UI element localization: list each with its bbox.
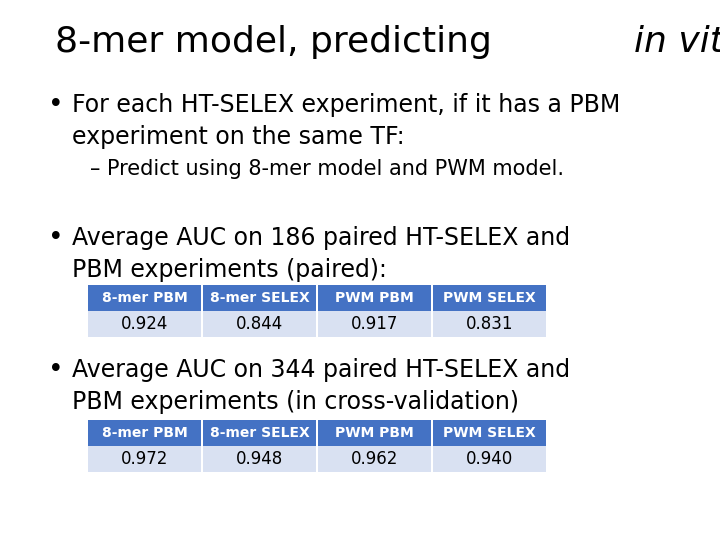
Bar <box>433 311 546 337</box>
Text: PWM PBM: PWM PBM <box>335 291 414 305</box>
Text: Average AUC on 186 paired HT-SELEX and: Average AUC on 186 paired HT-SELEX and <box>72 226 570 250</box>
Text: experiment on the same TF:: experiment on the same TF: <box>72 125 405 149</box>
Text: 8-mer PBM: 8-mer PBM <box>102 291 187 305</box>
Text: – Predict using 8-mer model and PWM model.: – Predict using 8-mer model and PWM mode… <box>90 159 564 179</box>
Text: 0.844: 0.844 <box>236 315 283 333</box>
Text: 0.962: 0.962 <box>351 450 398 468</box>
Text: 8-mer PBM: 8-mer PBM <box>102 426 187 440</box>
Text: 0.940: 0.940 <box>466 450 513 468</box>
Bar <box>318 311 431 337</box>
Text: in vitro: in vitro <box>634 25 720 59</box>
Bar <box>203 446 316 472</box>
Text: PWM SELEX: PWM SELEX <box>443 426 536 440</box>
Bar <box>203 311 316 337</box>
Text: 0.972: 0.972 <box>121 450 168 468</box>
Text: 0.924: 0.924 <box>121 315 168 333</box>
Text: •: • <box>48 357 63 383</box>
Text: 0.917: 0.917 <box>351 315 398 333</box>
Text: 8-mer SELEX: 8-mer SELEX <box>210 426 310 440</box>
Bar <box>203 420 316 446</box>
Text: Average AUC on 344 paired HT-SELEX and: Average AUC on 344 paired HT-SELEX and <box>72 358 570 382</box>
Text: For each HT-SELEX experiment, if it has a PBM: For each HT-SELEX experiment, if it has … <box>72 93 620 117</box>
Bar <box>318 285 431 311</box>
Bar <box>88 285 201 311</box>
Text: 0.831: 0.831 <box>466 315 513 333</box>
Text: •: • <box>48 92 63 118</box>
Bar <box>318 420 431 446</box>
Text: 0.948: 0.948 <box>236 450 283 468</box>
Text: 8-mer model, predicting: 8-mer model, predicting <box>55 25 503 59</box>
Text: PWM PBM: PWM PBM <box>335 426 414 440</box>
Bar <box>88 446 201 472</box>
Bar <box>433 420 546 446</box>
Bar <box>88 311 201 337</box>
Text: PBM experiments (paired):: PBM experiments (paired): <box>72 258 387 282</box>
Text: PWM SELEX: PWM SELEX <box>443 291 536 305</box>
Bar <box>318 446 431 472</box>
Text: 8-mer SELEX: 8-mer SELEX <box>210 291 310 305</box>
Text: •: • <box>48 225 63 251</box>
Bar <box>203 285 316 311</box>
Bar <box>88 420 201 446</box>
Bar <box>433 446 546 472</box>
Text: PBM experiments (in cross-validation): PBM experiments (in cross-validation) <box>72 390 519 414</box>
Bar <box>433 285 546 311</box>
